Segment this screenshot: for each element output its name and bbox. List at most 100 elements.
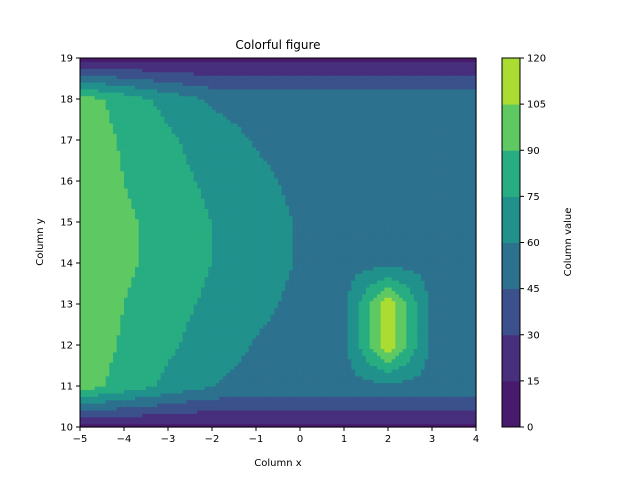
- contour-cell: [234, 358, 239, 363]
- contour-cell: [237, 153, 242, 158]
- contour-cell: [201, 222, 206, 227]
- contour-cell: [182, 119, 187, 124]
- contour-cell: [171, 133, 176, 138]
- contour-cell: [219, 324, 224, 329]
- contour-cell: [223, 280, 228, 285]
- contour-cell: [131, 392, 136, 397]
- contour-cell: [91, 136, 96, 141]
- contour-cell: [98, 283, 103, 288]
- contour-cell: [168, 290, 173, 295]
- contour-cell: [223, 105, 228, 110]
- contour-cell: [113, 321, 118, 326]
- contour-cell: [87, 228, 92, 233]
- contour-cell: [197, 81, 202, 86]
- contour-cell: [241, 163, 246, 168]
- contour-cell: [120, 157, 125, 162]
- contour-cell: [252, 355, 257, 360]
- contour-cell: [102, 348, 107, 353]
- contour-cell: [113, 324, 118, 329]
- contour-cell: [98, 88, 103, 93]
- contour-cell: [175, 365, 180, 370]
- contour-cell: [252, 280, 257, 285]
- contour-cell: [252, 218, 257, 223]
- contour-cell: [142, 327, 147, 332]
- contour-cell: [127, 136, 132, 141]
- contour-cell: [186, 126, 191, 131]
- contour-cell: [116, 198, 121, 203]
- contour-cell: [109, 81, 114, 86]
- contour-cell: [160, 68, 165, 73]
- contour-cell: [105, 348, 110, 353]
- contour-cell: [248, 181, 253, 186]
- contour-cell: [168, 269, 173, 274]
- contour-cell: [248, 232, 253, 237]
- contour-cell: [252, 368, 257, 373]
- contour-cell: [171, 327, 176, 332]
- contour-cell: [83, 105, 88, 110]
- contour-cell: [124, 256, 129, 261]
- contour-cell: [105, 245, 110, 250]
- contour-cell: [102, 222, 107, 227]
- contour-cell: [197, 75, 202, 80]
- contour-cell: [168, 300, 173, 305]
- contour-cell: [116, 228, 121, 233]
- contour-cell: [135, 75, 140, 80]
- contour-cell: [237, 379, 242, 384]
- contour-cell: [234, 300, 239, 305]
- contour-cell: [204, 191, 209, 196]
- contour-cell: [171, 321, 176, 326]
- contour-cell: [87, 102, 92, 107]
- contour-cell: [226, 358, 231, 363]
- contour-cell: [98, 259, 103, 264]
- contour-cell: [127, 358, 132, 363]
- contour-cell: [138, 386, 143, 391]
- contour-cell: [230, 382, 235, 387]
- contour-cell: [182, 327, 187, 332]
- contour-cell: [102, 256, 107, 261]
- contour-cell: [226, 136, 231, 141]
- contour-cell: [120, 351, 125, 356]
- contour-cell: [102, 81, 107, 86]
- contour-cell: [135, 181, 140, 186]
- contour-cell: [219, 218, 224, 223]
- contour-cell: [182, 228, 187, 233]
- contour-cell: [131, 61, 136, 66]
- contour-cell: [135, 409, 140, 414]
- contour-cell: [168, 372, 173, 377]
- contour-cell: [116, 327, 121, 332]
- contour-cell: [102, 283, 107, 288]
- contour-cell: [91, 331, 96, 336]
- contour-cell: [237, 170, 242, 175]
- contour-cell: [186, 365, 191, 370]
- contour-cell: [91, 372, 96, 377]
- contour-cell: [197, 382, 202, 387]
- contour-cell: [223, 389, 228, 394]
- contour-cell: [135, 283, 140, 288]
- contour-cell: [171, 300, 176, 305]
- contour-cell: [127, 389, 132, 394]
- contour-cell: [160, 280, 165, 285]
- contour-cell: [193, 58, 198, 63]
- contour-cell: [241, 191, 246, 196]
- contour-cell: [164, 249, 169, 254]
- contour-cell: [124, 269, 129, 274]
- contour-cell: [131, 249, 136, 254]
- contour-cell: [127, 157, 132, 162]
- contour-cell: [160, 191, 165, 196]
- contour-cell: [113, 150, 118, 155]
- contour-cell: [248, 239, 253, 244]
- contour-cell: [201, 204, 206, 209]
- contour-cell: [215, 396, 220, 401]
- contour-cell: [201, 386, 206, 391]
- contour-cell: [208, 208, 213, 213]
- contour-cell: [190, 239, 195, 244]
- contour-cell: [245, 334, 250, 339]
- contour-cell: [149, 392, 154, 397]
- contour-cell: [160, 324, 165, 329]
- contour-cell: [157, 286, 162, 291]
- contour-cell: [142, 334, 147, 339]
- contour-cell: [80, 136, 85, 141]
- contour-cell: [201, 382, 206, 387]
- contour-cell: [135, 345, 140, 350]
- contour-cell: [83, 317, 88, 322]
